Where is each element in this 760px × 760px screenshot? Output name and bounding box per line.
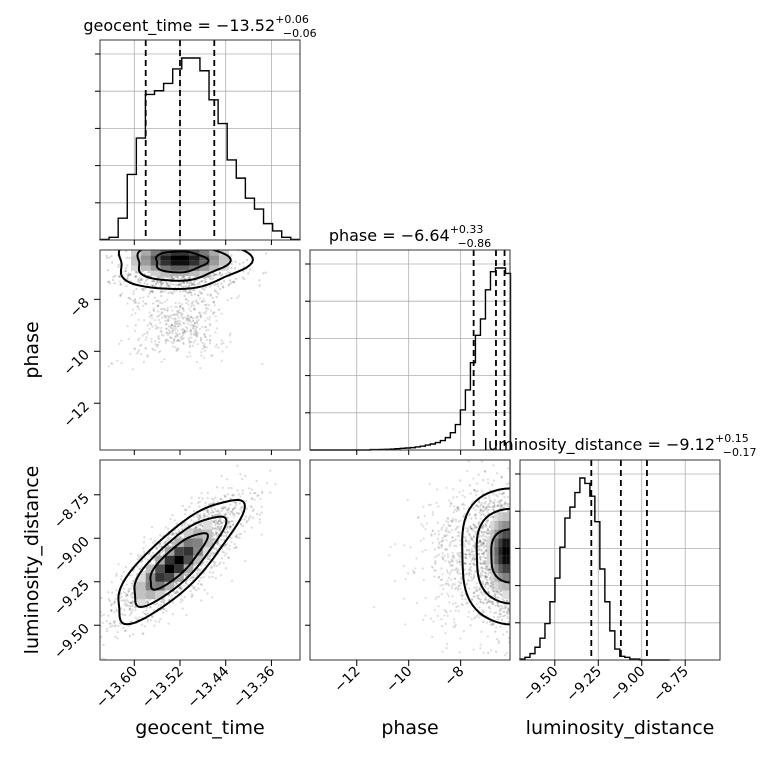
x-tick-label-luminosity-distance-1: −9.25 (563, 664, 605, 706)
contour-geocent-distance-0 (149, 532, 209, 591)
x-tick-label-luminosity-distance-0: −9.50 (520, 664, 562, 706)
x-tick-label-geocent-time-1: −13.52 (139, 664, 187, 712)
title-geocent-time: geocent_time = −13.52+0.06 −0.06 (83, 13, 316, 40)
x-tick-label-phase-2: −8 (442, 664, 468, 690)
y-tick-label-luminosity-distance-2: −9.00 (51, 534, 93, 576)
x-tick-label-geocent-time-0: −13.60 (93, 664, 141, 712)
x-tick-label-geocent-time-3: −13.36 (230, 663, 278, 711)
histogram-geocent-time-panel (99, 39, 301, 241)
y-tick-label-luminosity-distance-1: −9.25 (51, 577, 93, 619)
histogram-geocent-time (99, 57, 301, 241)
x-tick-label-geocent-time-2: −13.44 (185, 663, 233, 711)
histogram-phase (310, 267, 512, 451)
y-tick-label-phase-1: −10 (61, 347, 93, 379)
contour-phase-distance-1 (475, 507, 510, 605)
contour-geocent-distance-2 (117, 498, 246, 626)
x-axis-label-phase: phase (381, 717, 438, 739)
x-tick-label-phase-1: −10 (383, 664, 415, 696)
x-axis-label-geocent-time: geocent_time (135, 717, 264, 739)
x-tick-label-phase-0: −12 (331, 664, 363, 696)
contour-phase-distance-0 (490, 528, 510, 584)
y-tick-label-luminosity-distance-0: −9.50 (51, 621, 93, 663)
scatter-phase-vs-luminosity-distance-panel (309, 459, 511, 661)
title-luminosity-distance: luminosity_distance = −9.12+0.15 −0.17 (484, 432, 757, 459)
y-tick-label-phase-0: −12 (61, 399, 93, 431)
contour-geocent-phase-0 (155, 250, 210, 274)
x-axis-label-luminosity-distance: luminosity_distance (526, 717, 715, 739)
contour-phase-distance-2 (461, 487, 510, 626)
contour-geocent-phase-2 (117, 250, 254, 290)
x-tick-label-luminosity-distance-2: −9.00 (607, 664, 649, 706)
y-tick-label-phase-2: −8 (67, 295, 93, 321)
scatter-geocent-time-vs-phase-panel (99, 249, 301, 451)
histogram-phase-panel (309, 249, 512, 451)
histogram-luminosity-distance (519, 477, 670, 661)
histogram-luminosity-distance-panel (519, 459, 721, 661)
y-axis-label-phase: phase (21, 321, 43, 378)
y-tick-label-luminosity-distance-3: −8.75 (51, 490, 93, 532)
x-tick-label-luminosity-distance-3: −8.75 (650, 664, 692, 706)
scatter-geocent-time-vs-luminosity-distance-panel (99, 459, 301, 661)
title-phase: phase = −6.64+0.33 −0.86 (329, 223, 491, 250)
contour-geocent-distance-1 (133, 515, 228, 609)
contour-geocent-phase-1 (136, 250, 232, 282)
y-axis-label-luminosity-distance: luminosity_distance (21, 466, 43, 655)
